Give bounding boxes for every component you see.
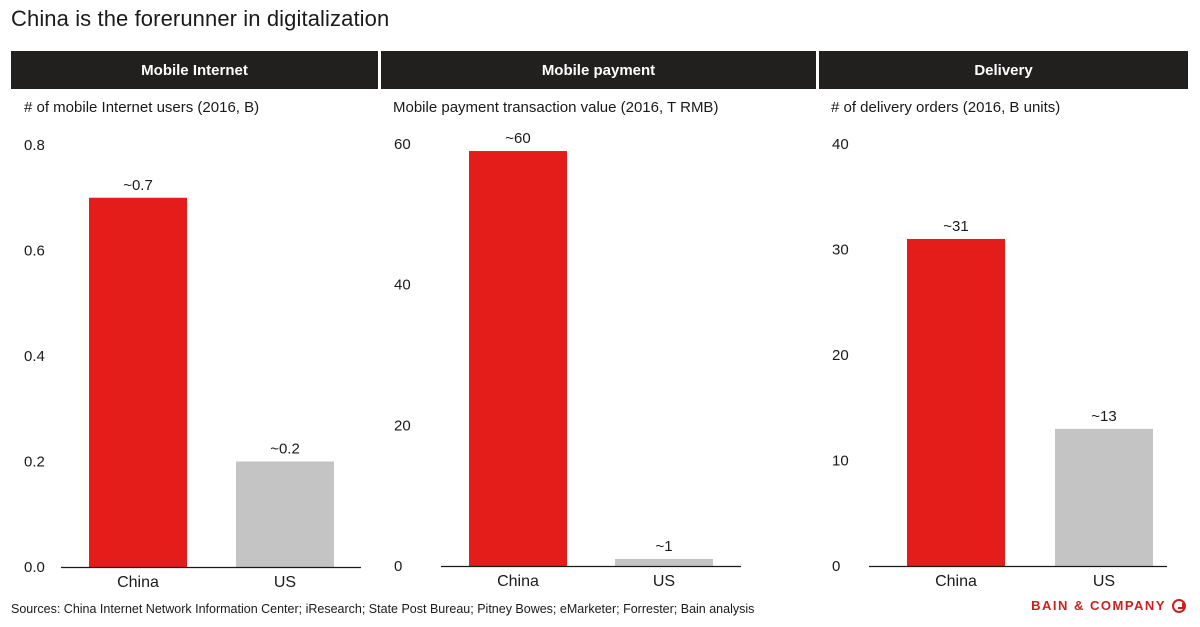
bar-us xyxy=(1055,428,1153,566)
chart-title-delivery: # of delivery orders (2016, B units) xyxy=(831,99,1061,116)
y-tick-label: 0.6 xyxy=(24,243,45,260)
bar-us xyxy=(615,558,713,566)
chart-mobile-internet: 0.0 0.2 0.4 0.6 0.8 ~0.7 China ~0.2 US xyxy=(24,137,361,591)
x-tick-label: US xyxy=(274,574,296,591)
panel-header-delivery: Delivery xyxy=(819,51,1188,89)
y-tick-label: 60 xyxy=(394,136,411,153)
sources-footnote: Sources: China Internet Network Informat… xyxy=(11,602,755,616)
data-label: ~0.2 xyxy=(270,441,300,458)
data-label: ~1 xyxy=(655,538,672,555)
y-tick-label: 30 xyxy=(832,242,849,259)
y-tick-label: 40 xyxy=(394,277,411,294)
chart-title-mobile-payment: Mobile payment transaction value (2016, … xyxy=(393,99,719,116)
y-tick-label: 40 xyxy=(832,136,849,153)
panel-header-mobile-payment: Mobile payment xyxy=(381,51,816,89)
chart-delivery: 0 10 20 30 40 ~31 China ~13 US xyxy=(832,136,1167,590)
data-label: ~31 xyxy=(943,218,968,235)
panel-header-mobile-internet: Mobile Internet xyxy=(11,51,378,89)
y-tick-label: 20 xyxy=(832,347,849,364)
x-tick-label: China xyxy=(497,573,539,590)
brand-name: BAIN & COMPANY xyxy=(1031,598,1166,613)
y-tick-label: 0.8 xyxy=(24,137,45,154)
chart-title-mobile-internet: # of mobile Internet users (2016, B) xyxy=(24,99,260,116)
data-label: ~60 xyxy=(505,130,530,147)
bar-china xyxy=(469,151,567,566)
y-tick-label: 0.2 xyxy=(24,454,45,471)
brand-logo: BAIN & COMPANY xyxy=(1031,598,1186,613)
x-tick-label: US xyxy=(1093,573,1115,590)
y-tick-label: 0 xyxy=(832,558,840,575)
page-title: China is the forerunner in digitalizatio… xyxy=(11,6,390,31)
data-label: ~13 xyxy=(1091,408,1116,425)
y-tick-label: 0 xyxy=(394,558,402,575)
bar-us xyxy=(236,461,334,567)
y-tick-label: 0.0 xyxy=(24,559,45,576)
y-tick-label: 20 xyxy=(394,417,411,434)
y-tick-label: 10 xyxy=(832,453,849,470)
data-label: ~0.7 xyxy=(123,177,153,194)
chart-mobile-payment: 0 20 40 60 ~60 China ~1 US xyxy=(394,130,741,590)
x-tick-label: China xyxy=(935,573,977,590)
y-tick-label: 0.4 xyxy=(24,348,45,365)
x-tick-label: US xyxy=(653,573,675,590)
bar-china xyxy=(907,238,1005,566)
bar-china xyxy=(89,197,187,567)
x-tick-label: China xyxy=(117,574,159,591)
brand-mark-icon xyxy=(1172,598,1186,613)
